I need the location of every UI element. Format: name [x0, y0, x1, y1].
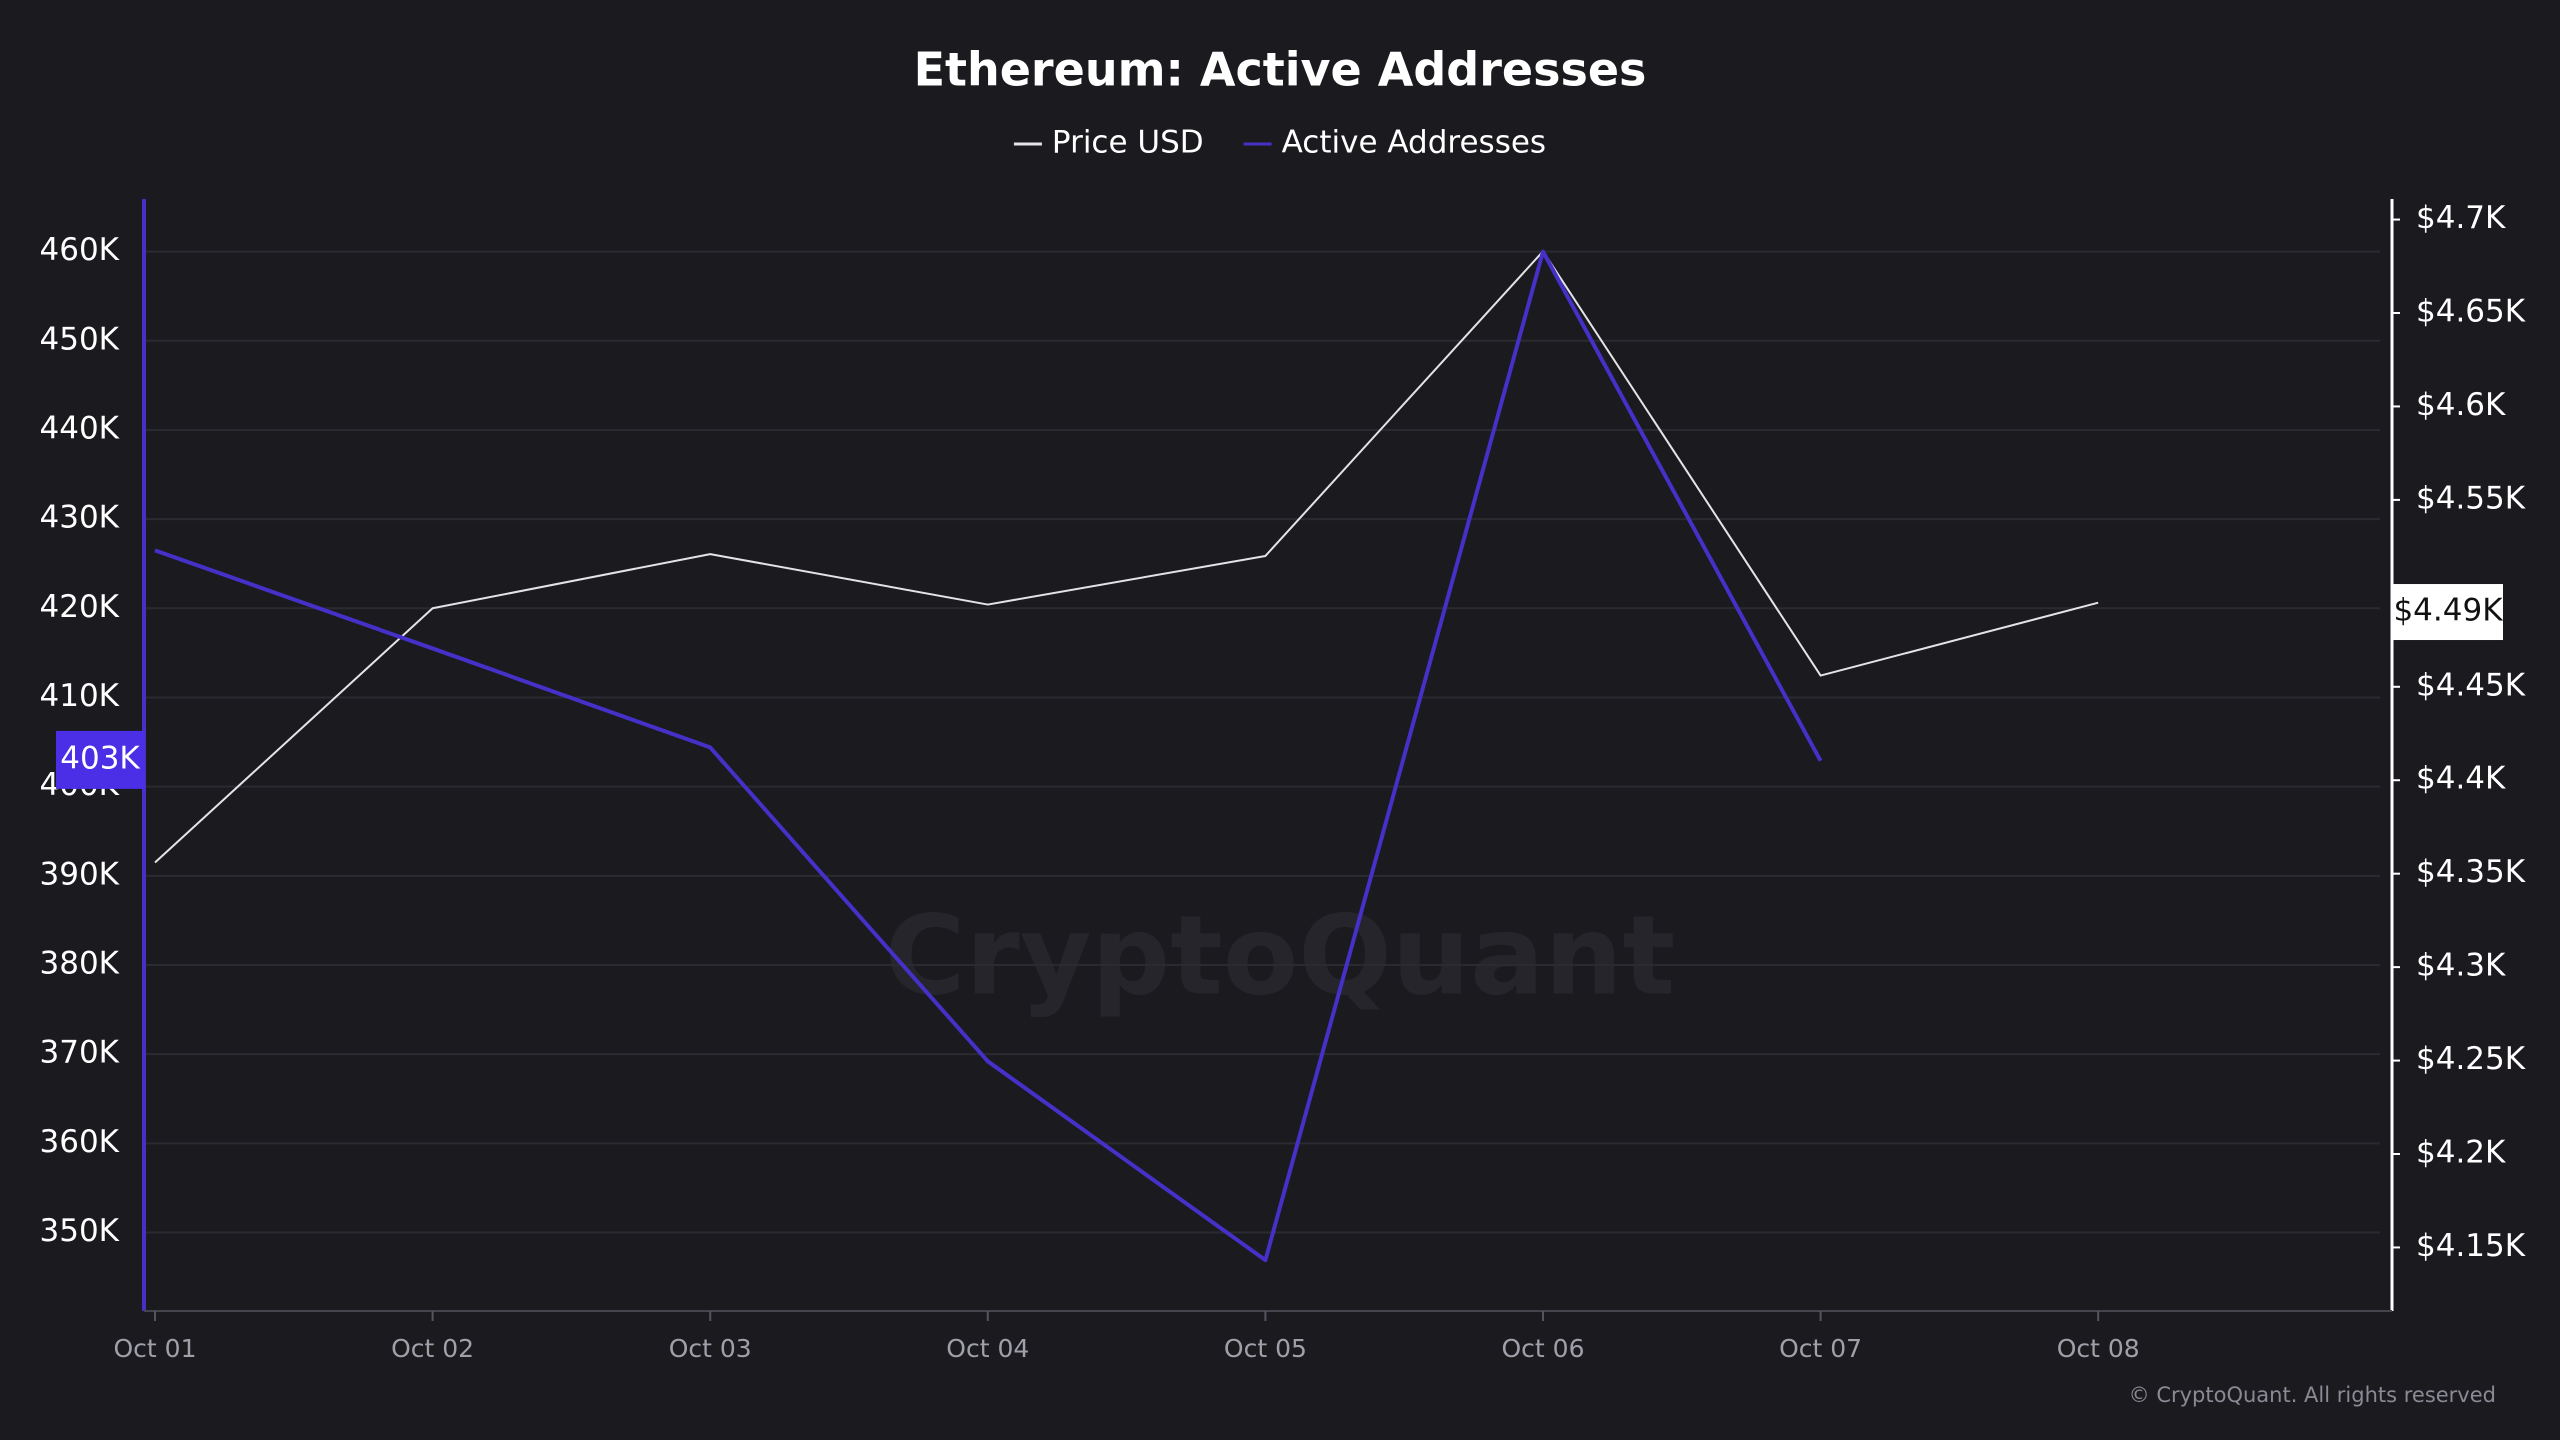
y-tick-label: 410K	[40, 678, 120, 714]
highlight-label: 403K	[60, 740, 140, 776]
y2-tick-label: $4.3K	[2416, 948, 2506, 984]
y2-tick-label: $4.55K	[2416, 480, 2526, 516]
y2-tick-label: $4.2K	[2416, 1135, 2506, 1171]
x-tick-label: Oct 07	[1779, 1334, 1862, 1363]
y-tick-label: 350K	[40, 1213, 120, 1249]
y2-tick-label: $4.25K	[2416, 1041, 2526, 1077]
y-tick-label: 390K	[40, 856, 120, 892]
x-tick-label: Oct 05	[1224, 1334, 1307, 1363]
highlight-label: $4.49K	[2393, 593, 2503, 629]
y2-tick-label: $4.4K	[2416, 761, 2506, 797]
x-tick-label: Oct 01	[114, 1334, 197, 1363]
y2-tick-label: $4.35K	[2416, 854, 2526, 890]
y-tick-label: 430K	[40, 500, 120, 536]
y-tick-label: 440K	[40, 410, 120, 446]
x-tick-label: Oct 02	[391, 1334, 474, 1363]
x-tick-label: Oct 06	[1502, 1334, 1585, 1363]
chart-title: Ethereum: Active Addresses	[914, 43, 1647, 97]
series-line	[154, 249, 1823, 1263]
series-line	[154, 250, 2099, 864]
x-tick-label: Oct 03	[669, 1334, 752, 1363]
y2-tick-label: $4.6K	[2416, 387, 2506, 423]
y2-tick-label: $4.45K	[2416, 667, 2526, 703]
x-tick-label: Oct 04	[946, 1334, 1029, 1363]
y-tick-label: 370K	[40, 1035, 120, 1071]
y2-tick-label: $4.7K	[2416, 200, 2506, 236]
y2-tick-label: $4.65K	[2416, 294, 2526, 330]
copyright: © CryptoQuant. All rights reserved	[2129, 1383, 2496, 1407]
y-tick-label: 460K	[40, 232, 120, 268]
y-tick-label: 420K	[40, 589, 120, 625]
legend-label: Active Addresses	[1282, 125, 1546, 161]
x-tick-label: Oct 08	[2057, 1334, 2140, 1363]
y-tick-label: 450K	[40, 321, 120, 357]
watermark: CryptoQuant	[885, 891, 1676, 1019]
y-tick-label: 380K	[40, 946, 120, 982]
legend-label: Price USD	[1052, 125, 1204, 161]
highlight-box	[2393, 584, 2503, 641]
y-tick-label: 360K	[40, 1124, 120, 1160]
highlight-box	[56, 730, 145, 789]
y2-tick-label: $4.15K	[2416, 1228, 2526, 1264]
